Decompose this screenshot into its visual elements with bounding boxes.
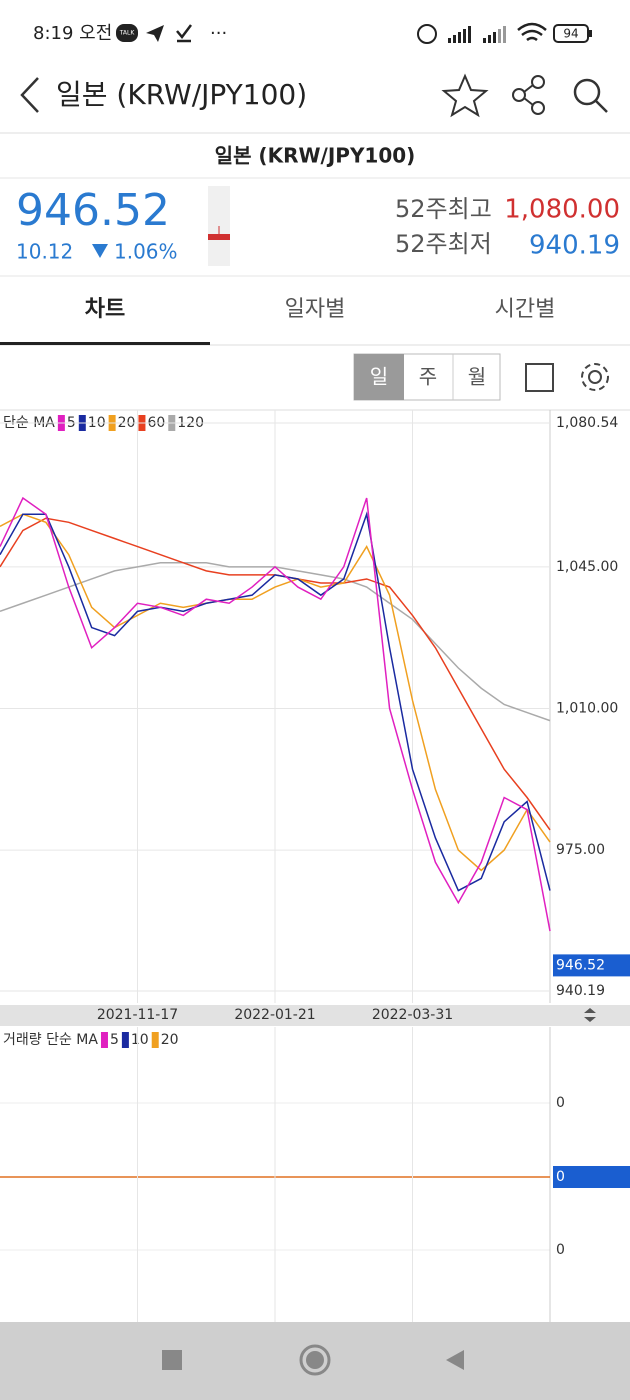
low-value: 940.19 (529, 231, 620, 261)
battery-tip (589, 30, 592, 37)
quote-price: 946.52 (16, 185, 170, 236)
volume-tick-label: 0 (556, 1095, 565, 1111)
period-button[interactable]: 주 (419, 365, 437, 389)
legend-swatch (100, 1032, 108, 1048)
legend-swatch (151, 1032, 159, 1048)
resize-handle[interactable] (584, 1008, 596, 1022)
back-button[interactable] (20, 77, 39, 113)
nav-back-button[interactable] (446, 1350, 464, 1370)
fullscreen-button[interactable] (525, 363, 554, 392)
home-dot (306, 1351, 324, 1369)
tab[interactable]: 차트 (85, 297, 125, 322)
current-price-label: 946.52 (556, 957, 605, 973)
x-tick-label: 2022-01-21 (234, 1007, 315, 1023)
volume-current: 0 (556, 1169, 565, 1185)
share-button[interactable] (512, 75, 545, 115)
recent-button[interactable] (162, 1350, 182, 1370)
battery-icon (553, 24, 589, 43)
quote-change-pct: 1.06% (114, 240, 178, 264)
favorite-button[interactable] (441, 73, 489, 118)
volume-tick-label: 0 (556, 1242, 565, 1258)
header-title: 일본 (KRW/JPY100) (56, 78, 307, 111)
signal-icons (448, 26, 506, 43)
legend-title: 거래량 단순 MA (3, 1032, 98, 1048)
battery-level: 94 (563, 27, 578, 41)
y-tick-label: 1,045.00 (556, 559, 618, 575)
period-button[interactable]: 월 (468, 365, 486, 389)
y-tick-label: 1,010.00 (556, 700, 618, 716)
settings-button[interactable] (581, 363, 609, 391)
wifi-icon (517, 22, 547, 42)
search-button[interactable] (573, 78, 608, 113)
r-icon (417, 24, 437, 44)
y-tick-label: 1,080.54 (556, 415, 618, 431)
tab[interactable]: 시간별 (495, 297, 556, 322)
legend-label: 20 (161, 1032, 179, 1048)
talk-icon (116, 24, 138, 42)
x-tick-label: 2021-11-17 (97, 1007, 178, 1023)
range-candle (208, 234, 230, 240)
quote-name: 일본 (KRW/JPY100) (215, 144, 416, 168)
tab[interactable]: 일자별 (285, 297, 346, 322)
date-band (0, 1005, 630, 1026)
high-value: 1,080.00 (504, 195, 620, 225)
period-button[interactable]: 일 (370, 365, 388, 389)
legend-swatch (121, 1032, 129, 1048)
ma-line (0, 511, 551, 892)
current-price-box (553, 954, 630, 977)
tab-indicator (0, 342, 210, 345)
check-icon (176, 24, 192, 43)
period-selected (354, 354, 404, 400)
legend-label: 10 (131, 1032, 149, 1048)
more-dots: ··· (210, 23, 227, 44)
high-label: 52주최고 (395, 195, 492, 223)
talk-label: TALK (119, 30, 136, 37)
legend-label: 5 (110, 1032, 119, 1048)
low-label: 52주최저 (395, 230, 492, 258)
ma-line (0, 496, 551, 932)
y-tick-label: 975.00 (556, 842, 605, 858)
ma-line (0, 513, 551, 872)
home-button[interactable] (299, 1344, 331, 1376)
quote-change: 10.12 (16, 240, 73, 264)
down-arrow (92, 244, 108, 258)
volume-current-box (553, 1166, 630, 1188)
y-tick-label: 940.19 (556, 983, 605, 999)
status-time: 8:19 오전 (33, 23, 112, 44)
x-tick-label: 2022-03-31 (372, 1007, 453, 1023)
telegram-icon (146, 25, 164, 42)
